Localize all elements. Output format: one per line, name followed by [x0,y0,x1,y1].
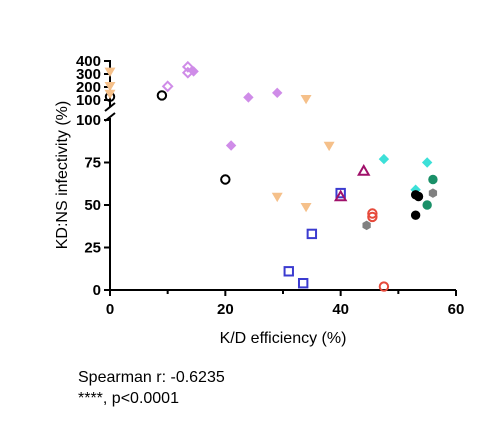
data-point-square-open [335,187,346,199]
y-tick-label: 0 [93,282,101,299]
data-point-circle-open [367,211,378,223]
data-point-diamond-open [161,80,174,93]
y-axis-label: KD:NS infectivity (%) [54,101,71,249]
data-point-diamond [421,157,433,168]
data-point-circle-open [156,90,168,101]
data-point-circle-open [378,281,390,292]
y-tick-label-upper: 100 [76,92,101,109]
y-tick-label-upper: 300 [76,66,101,83]
data-point-triangle-down [104,81,116,92]
data-point-triangle-down [104,67,116,77]
x-tick-label: 40 [332,301,349,318]
x-tick-label: 20 [217,301,234,318]
spearman-r-text: Spearman r: -0.6235 [78,369,225,386]
data-point-circle [422,200,432,210]
data-point-triangle-up-open [333,189,348,202]
axis-break-mark [104,102,116,112]
data-point-triangle-down [271,192,283,203]
data-point-square-open [306,228,318,240]
y-tick-label: 100 [76,112,101,129]
y-tick-label-upper: 200 [76,79,101,96]
data-point-circle-open [220,174,231,185]
data-point-hexagon [428,188,438,198]
y-tick-label: 25 [84,240,101,257]
data-point-circle [410,210,421,220]
data-point-circle-open [367,208,378,219]
y-tick-label: 50 [84,197,101,214]
x-tick-label: 0 [106,301,114,318]
data-point-square-open [297,278,309,289]
data-point-triangle-down [300,94,312,105]
y-tick-label-upper: 400 [76,53,101,70]
data-point-triangle-down [104,89,116,100]
data-point-diamond [272,87,283,99]
data-point-triangle-down [323,141,335,152]
data-point-diamond [225,140,237,151]
significance-text: ****, p<0.0001 [78,390,179,407]
x-axis-label: K/D efficiency (%) [220,330,347,347]
data-point-triangle-up-open [357,163,371,176]
data-point-square-open [283,266,294,277]
data-point-triangle-down [300,202,312,213]
data-point-diamond [188,66,199,77]
data-point-diamond [378,153,390,165]
data-point-hexagon [362,220,371,231]
x-tick-label: 60 [448,301,465,318]
data-point-circle [428,174,438,185]
y-tick-label: 75 [84,155,101,172]
data-point-circle [413,191,424,202]
data-point-diamond [243,92,254,103]
data-point-diamond-open [181,60,194,73]
